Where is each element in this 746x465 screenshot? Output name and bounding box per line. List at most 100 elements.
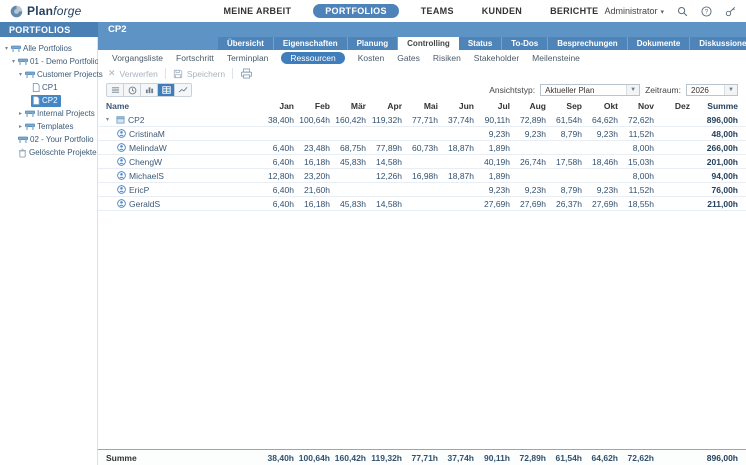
sidebar-item-cp1[interactable]: CP1 xyxy=(0,81,97,94)
row-expand-arrow-icon[interactable]: ▾ xyxy=(106,117,110,123)
row-name-cell[interactable]: GeraldS xyxy=(106,199,258,209)
tree-right-arrow-icon[interactable]: ▸ xyxy=(18,124,22,130)
tab-eigenschaften[interactable]: Eigenschaften xyxy=(273,37,348,50)
subtab-kosten[interactable]: Kosten xyxy=(357,52,385,63)
period-label: Zeitraum: xyxy=(645,85,681,95)
table-row: MelindaW 6,40h 23,48h 68,75h 77,89h 60,73h 18,… xyxy=(98,141,746,155)
tab-besprechungen[interactable]: Besprechungen xyxy=(548,37,628,50)
menu-item-meine-arbeit[interactable]: MEINE ARBEIT xyxy=(223,6,292,16)
sidebar-item-02-your-portfolio[interactable]: 02 - Your Portfolio xyxy=(0,133,97,146)
user-menu[interactable]: Administrator ▾ xyxy=(604,6,664,16)
menu-item-portfolios[interactable]: PORTFOLIOS xyxy=(313,4,399,18)
tab-to-dos[interactable]: To-Dos xyxy=(502,37,549,50)
tree-chip: Customer Projects xyxy=(24,69,106,81)
list-icon[interactable] xyxy=(107,84,124,96)
sidebar-item-customer-projects[interactable]: ▾ Customer Projects xyxy=(0,68,103,81)
sidebar-item-internal-projects[interactable]: ▸ Internal Projects xyxy=(0,107,97,120)
table-row: CristinaM 9,23h 9,23h 8,79h 9,23h 11,52h 48,00… xyxy=(98,127,746,141)
x-icon: ✕ xyxy=(108,68,116,78)
line-chart-icon[interactable] xyxy=(175,84,191,96)
viewtype-label: Ansichtstyp: xyxy=(489,85,536,95)
tab-diskussionen[interactable]: Diskussionen xyxy=(690,37,746,50)
month-cell: 16,18h xyxy=(304,156,330,167)
app-logo[interactable]: Planforge xyxy=(10,4,171,18)
month-cell: 72,89h xyxy=(520,114,546,125)
portfolio-icon xyxy=(11,45,21,52)
sidebar-item-alle-portfolios[interactable]: ▾ Alle Portfolios xyxy=(0,42,97,55)
viewtype-select[interactable]: Aktueller Plan ▼ xyxy=(540,84,641,96)
key-icon[interactable] xyxy=(725,6,736,17)
month-cell: 72,89h xyxy=(519,452,546,463)
tab-status[interactable]: Status xyxy=(458,37,503,50)
menu-item-kunden[interactable]: KUNDEN xyxy=(481,6,523,16)
month-cell: 64,62h xyxy=(591,452,618,463)
month-cell: 77,71h xyxy=(411,452,438,463)
tree-label: Customer Projects xyxy=(37,70,103,79)
tree-down-arrow-icon[interactable]: ▾ xyxy=(4,46,8,52)
bar-chart-icon[interactable] xyxy=(141,84,158,96)
sidebar-item-gelöschte-projekte[interactable]: Gelöschte Projekte xyxy=(0,146,97,159)
menu-item-teams[interactable]: TEAMS xyxy=(420,6,454,16)
month-cell: Mai xyxy=(423,100,438,111)
table-icon[interactable] xyxy=(158,84,175,96)
sidebar-item-templates[interactable]: ▸ Templates xyxy=(0,120,97,133)
subtab-ressourcen[interactable]: Ressourcen xyxy=(281,51,345,64)
print-button[interactable] xyxy=(240,68,253,79)
month-cell: 9,23h xyxy=(596,184,618,195)
table-row: ChengW 6,40h 16,18h 45,83h 14,58h 40,19h 26,74… xyxy=(98,155,746,169)
month-cell: Aug xyxy=(529,100,546,111)
row-label: MelindaW xyxy=(129,142,167,153)
tab-controlling[interactable]: Controlling xyxy=(398,37,459,50)
svg-text:?: ? xyxy=(705,8,709,15)
month-cell: Dez xyxy=(674,100,690,111)
clock-icon[interactable] xyxy=(124,84,141,96)
search-icon[interactable] xyxy=(677,6,688,17)
planforge-logo-icon xyxy=(10,5,23,17)
month-cell: 8,00h xyxy=(632,170,654,181)
person-icon xyxy=(117,171,126,180)
row-name-cell[interactable]: ▾ CP2 xyxy=(106,115,258,125)
tab-übersicht[interactable]: Übersicht xyxy=(218,37,274,50)
save-button[interactable]: Speichern xyxy=(173,69,225,79)
subtab-stakeholder[interactable]: Stakeholder xyxy=(473,52,520,63)
subtab-fortschritt[interactable]: Fortschritt xyxy=(176,52,214,63)
row-name-cell[interactable]: MelindaW xyxy=(106,143,258,153)
period-select[interactable]: 2026 ▼ xyxy=(686,84,738,96)
sidebar-item-01-demo-portfolio[interactable]: ▾ 01 - Demo Portfolio xyxy=(0,55,99,68)
sum-cell: 211,00h xyxy=(707,198,738,209)
tab-planung[interactable]: Planung xyxy=(347,37,399,50)
month-cell: 14,58h xyxy=(376,198,402,209)
sum-cell: 201,00h xyxy=(706,156,738,167)
sum-cell: 266,00h xyxy=(706,142,738,153)
sidebar-item-cp2[interactable]: CP2 xyxy=(0,94,97,107)
tree-down-arrow-icon[interactable]: ▾ xyxy=(11,59,15,65)
menu-item-berichte[interactable]: BERICHTE xyxy=(550,6,599,16)
help-icon[interactable]: ? xyxy=(701,5,712,17)
subtab-meilensteine[interactable]: Meilensteine xyxy=(532,52,580,63)
month-cell: 72,62h xyxy=(627,452,654,463)
sum-cell: Summe xyxy=(707,100,738,111)
subtab-gates[interactable]: Gates xyxy=(397,52,420,63)
subtab-vorgangsliste[interactable]: Vorgangsliste xyxy=(112,52,164,63)
month-cell: 6,40h xyxy=(272,142,294,153)
row-name-cell[interactable]: ChengW xyxy=(106,157,258,167)
month-cell: 1,89h xyxy=(488,142,510,153)
tree-label: CP1 xyxy=(42,83,58,92)
row-name-cell[interactable]: CristinaM xyxy=(106,129,258,139)
month-cell: 27,69h xyxy=(484,198,510,209)
row-label: CP2 xyxy=(128,114,145,125)
month-cell: 45,83h xyxy=(340,156,366,167)
discard-button[interactable]: ✕ Verwerfen xyxy=(108,68,158,79)
tree-right-arrow-icon[interactable]: ▸ xyxy=(18,111,22,117)
row-name-cell[interactable]: EricP xyxy=(106,185,258,195)
tab-bar: Übersicht Eigenschaften Planung Controlling… xyxy=(98,37,746,50)
subtab-risiken[interactable]: Risiken xyxy=(432,52,461,63)
tree-down-arrow-icon[interactable]: ▾ xyxy=(18,72,22,78)
subtab-terminplan[interactable]: Terminplan xyxy=(226,52,269,63)
month-cell: 9,23h xyxy=(524,128,546,139)
column-header-name: Name xyxy=(106,100,130,111)
row-name-cell[interactable]: MichaelS xyxy=(106,171,258,181)
tree-label: Internal Projects xyxy=(37,109,95,118)
tab-dokumente[interactable]: Dokumente xyxy=(627,37,691,50)
project-icon xyxy=(32,96,40,105)
